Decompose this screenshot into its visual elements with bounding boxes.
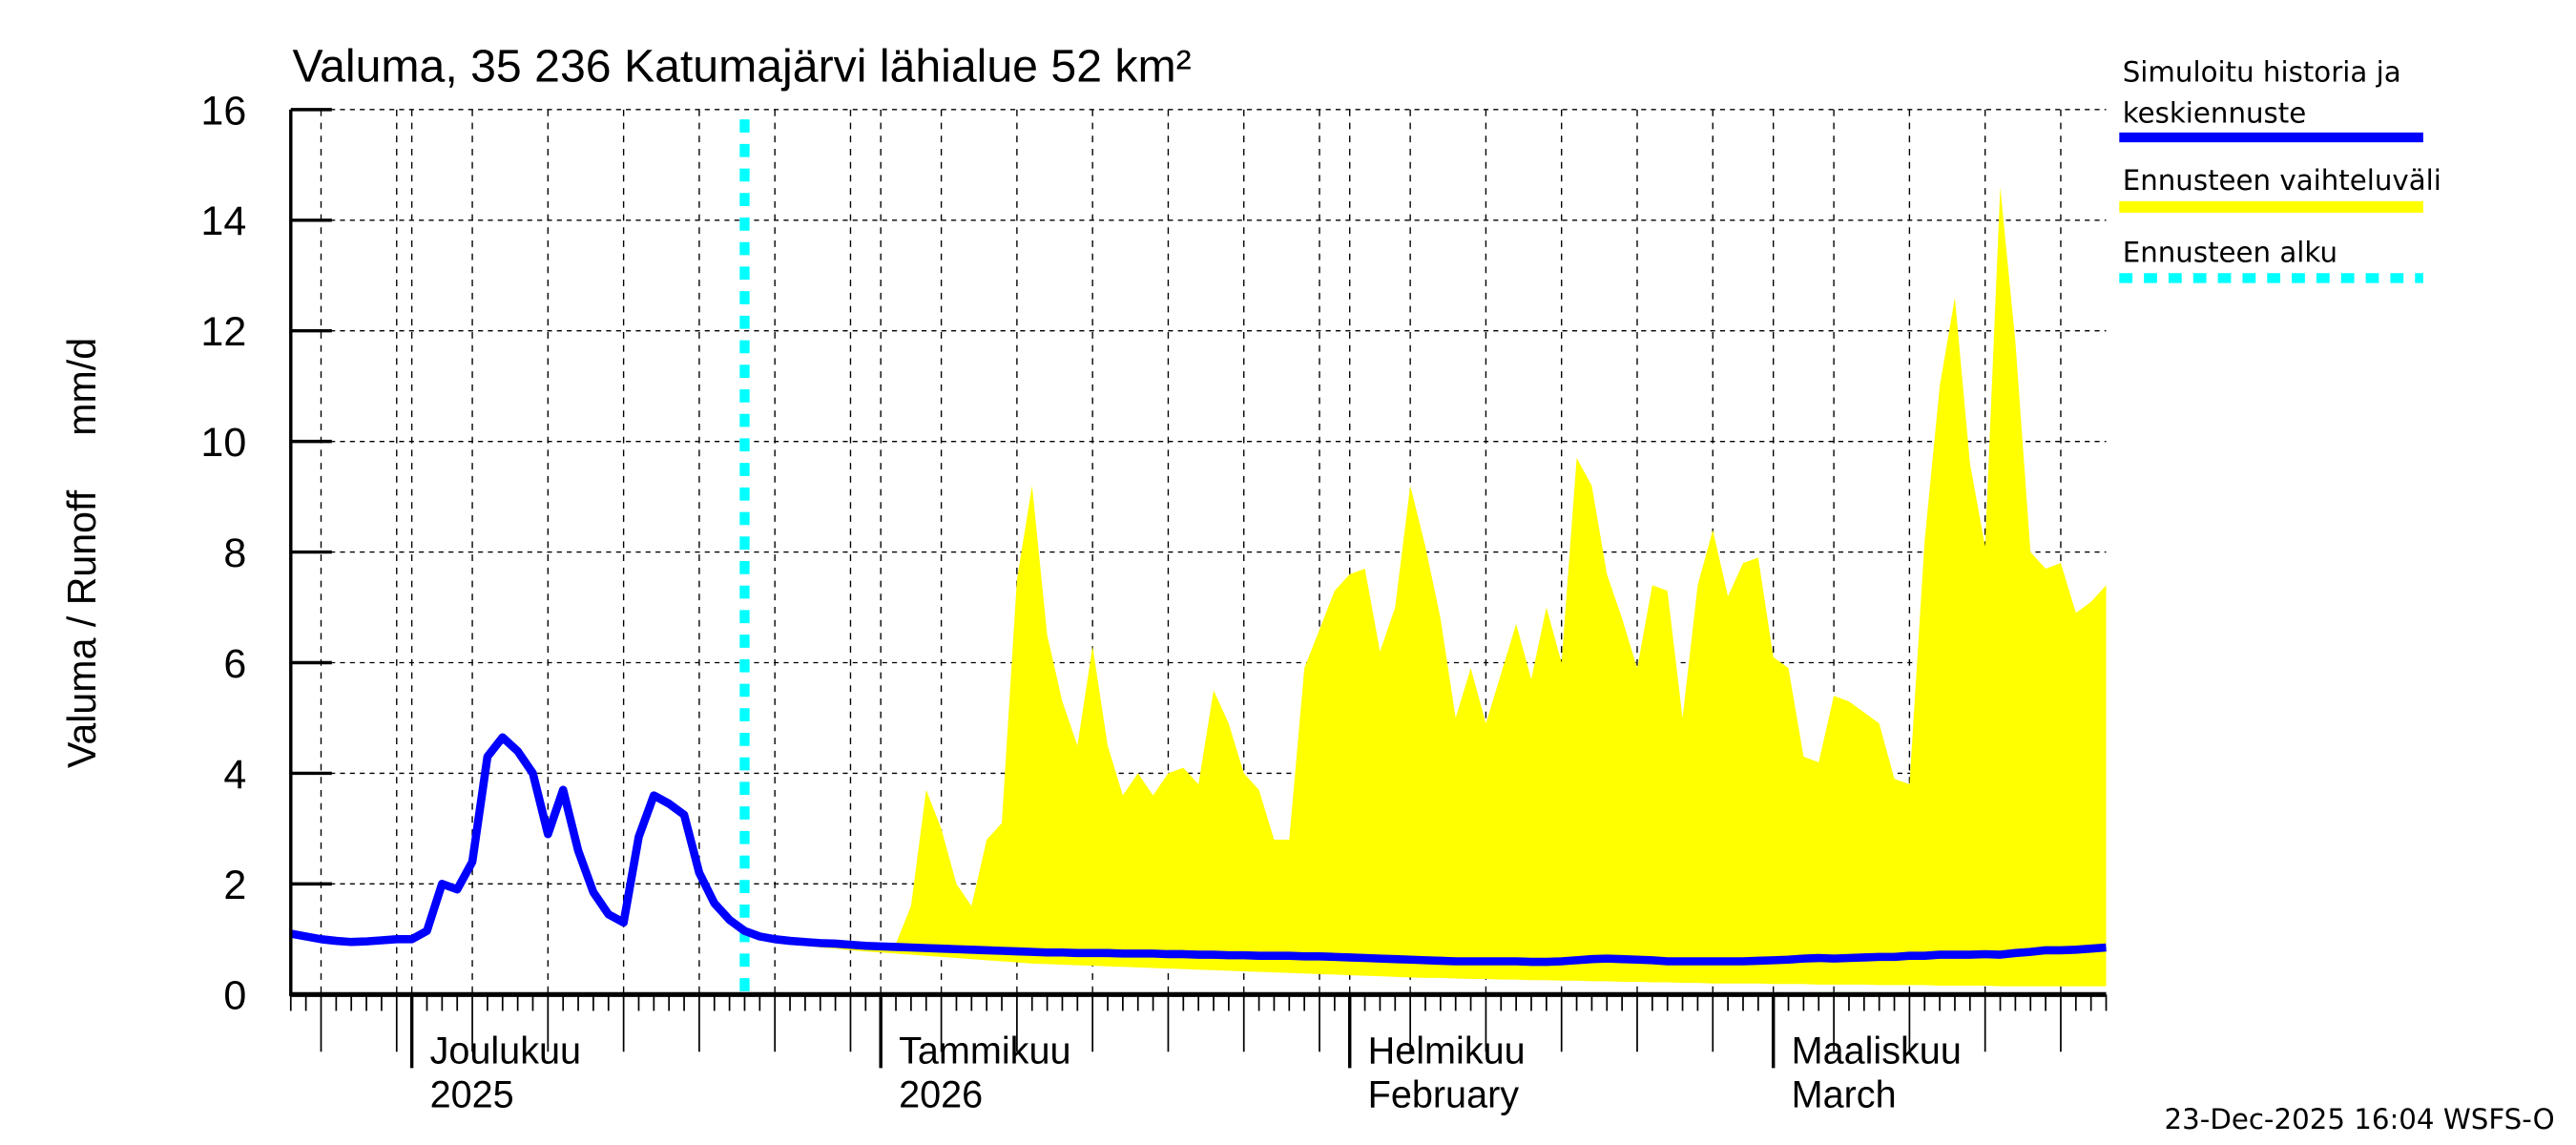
forecast-range-polygon	[744, 187, 2107, 987]
month-sublabel: March	[1792, 1074, 1897, 1116]
mean-series-line	[290, 733, 2107, 967]
y-tick-label: 10	[200, 420, 246, 466]
month-sublabel: 2025	[430, 1074, 514, 1116]
month-sublabel: February	[1368, 1074, 1520, 1116]
y-tick-label: 0	[223, 973, 246, 1019]
month-label: Joulukuu	[430, 1030, 581, 1072]
y-tick-labels: 0 2 4 6 8 10 12 14 16	[200, 88, 246, 1018]
legend-label-range: Ennusteen vaihteluväli	[2123, 164, 2441, 197]
chart-title: Valuma, 35 236 Katumajärvi lähialue 52 k…	[293, 41, 1192, 93]
month-label: Tammikuu	[899, 1030, 1070, 1072]
legend-swatch-range	[2119, 200, 2423, 213]
legend: Simuloitu historia ja keskiennuste Ennus…	[2119, 56, 2441, 283]
y-tick-label: 12	[200, 309, 246, 355]
month-sublabel: 2026	[899, 1074, 983, 1116]
y-tick-label: 16	[200, 88, 246, 134]
y-tick-label: 2	[223, 863, 246, 908]
legend-label-forecast-start: Ennusteen alku	[2123, 236, 2337, 268]
legend-label-mean-2: keskiennuste	[2123, 97, 2307, 130]
axes	[289, 108, 2108, 1069]
y-tick-label: 6	[223, 641, 246, 687]
legend-swatch-mean	[2119, 132, 2423, 143]
y-tick-label: 14	[200, 198, 246, 244]
month-label: Maaliskuu	[1792, 1030, 1962, 1072]
y-tick-label: 8	[223, 531, 246, 576]
timestamp-footer: 23-Dec-2025 16:04 WSFS-O	[2165, 1103, 2555, 1135]
y-tick-label: 4	[223, 752, 246, 798]
legend-label-mean-1: Simuloitu historia ja	[2123, 56, 2401, 89]
month-label: Helmikuu	[1368, 1030, 1526, 1072]
forecast-range-area	[744, 187, 2107, 987]
y-axis-label: Valuma / Runoff mm/d	[60, 338, 104, 768]
